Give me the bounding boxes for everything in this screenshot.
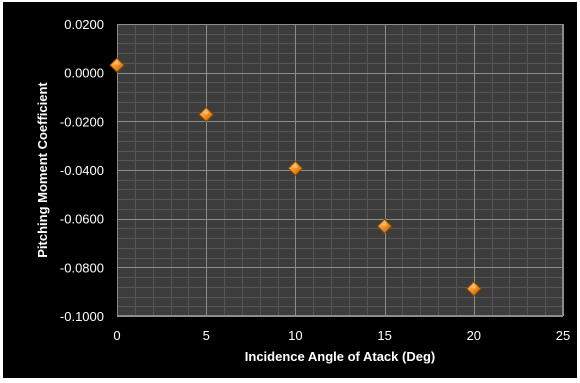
x-tick-label: 15 (377, 328, 391, 343)
data-point (287, 160, 304, 177)
data-point (198, 106, 214, 123)
y-tick-label: -0.0400 (60, 163, 104, 178)
x-tick-label: 25 (556, 328, 570, 343)
x-tick-label: 0 (113, 328, 120, 343)
marker-highlight (292, 163, 299, 169)
marker-highlight (203, 109, 210, 115)
y-axis-title: Pitching Moment Coefficient (35, 82, 50, 258)
y-tick-label: 0.0200 (64, 17, 104, 32)
data-point (109, 57, 125, 73)
y-tick-label: -0.1000 (60, 309, 104, 324)
x-axis-tick-labels: 0 5 10 15 20 25 (113, 328, 570, 343)
y-tick-label: -0.0600 (60, 212, 104, 227)
marker-highlight (381, 221, 388, 227)
y-axis-tick-labels: -0.1000 -0.0800 -0.0600 -0.0400 -0.0200 0.000… (60, 17, 104, 324)
x-tick-label: 20 (467, 328, 481, 343)
x-axis-title: Incidence Angle of Atack (Deg) (245, 349, 435, 364)
plot-border (117, 24, 563, 316)
data-point (376, 218, 393, 234)
data-point (466, 281, 482, 297)
marker-highlight (470, 283, 477, 289)
major-gridlines (117, 24, 564, 317)
marker-highlight (114, 60, 120, 66)
x-tick-label: 5 (203, 328, 210, 343)
y-tick-label: -0.0200 (60, 114, 104, 129)
data-points (109, 57, 482, 297)
y-tick-label: 0.0000 (64, 66, 104, 81)
y-tick-label: -0.0800 (60, 260, 104, 275)
x-tick-label: 10 (288, 328, 302, 343)
